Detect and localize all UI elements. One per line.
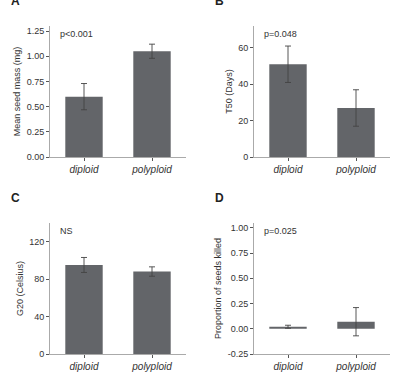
svg-text:polyploid: polyploid	[131, 361, 172, 372]
svg-text:G20 (Celsius): G20 (Celsius)	[15, 261, 25, 316]
svg-text:diploid: diploid	[274, 164, 303, 175]
svg-text:D: D	[215, 191, 224, 205]
svg-text:diploid: diploid	[274, 361, 303, 372]
svg-text:p=0.048: p=0.048	[264, 29, 297, 39]
svg-text:0: 0	[39, 349, 44, 359]
svg-text:NS: NS	[60, 226, 73, 236]
svg-text:0.75: 0.75	[231, 248, 249, 258]
svg-text:120: 120	[29, 237, 44, 247]
svg-text:diploid: diploid	[70, 361, 99, 372]
svg-text:Proportion of seeds killed: Proportion of seeds killed	[213, 238, 223, 339]
svg-text:20: 20	[238, 116, 248, 126]
svg-text:-0.25: -0.25	[228, 349, 249, 359]
svg-text:0.00: 0.00	[231, 324, 249, 334]
svg-text:0.50: 0.50	[231, 273, 249, 283]
svg-text:polyploid: polyploid	[335, 361, 376, 372]
svg-text:40: 40	[238, 79, 248, 89]
svg-text:p=0.025: p=0.025	[264, 226, 297, 236]
svg-text:60: 60	[238, 43, 248, 53]
svg-text:polyploid: polyploid	[131, 164, 172, 175]
svg-text:polyploid: polyploid	[335, 164, 376, 175]
svg-text:1.25: 1.25	[27, 26, 45, 36]
svg-text:diploid: diploid	[70, 164, 99, 175]
svg-text:0.25: 0.25	[27, 127, 45, 137]
svg-text:0.00: 0.00	[27, 152, 45, 162]
svg-text:T50 (Days): T50 (Days)	[224, 69, 234, 114]
svg-text:0: 0	[243, 152, 248, 162]
svg-text:p<0.001: p<0.001	[60, 29, 93, 39]
svg-text:B: B	[215, 0, 224, 8]
svg-text:1.00: 1.00	[231, 223, 249, 233]
svg-text:A: A	[11, 0, 20, 8]
svg-text:40: 40	[34, 312, 44, 322]
svg-text:C: C	[11, 191, 20, 205]
svg-text:80: 80	[34, 274, 44, 284]
svg-text:Mean seed mass (mg): Mean seed mass (mg)	[12, 47, 22, 137]
svg-text:1.00: 1.00	[27, 51, 45, 61]
svg-text:0.75: 0.75	[27, 77, 45, 87]
svg-text:0.50: 0.50	[27, 102, 45, 112]
svg-text:0.25: 0.25	[231, 299, 249, 309]
